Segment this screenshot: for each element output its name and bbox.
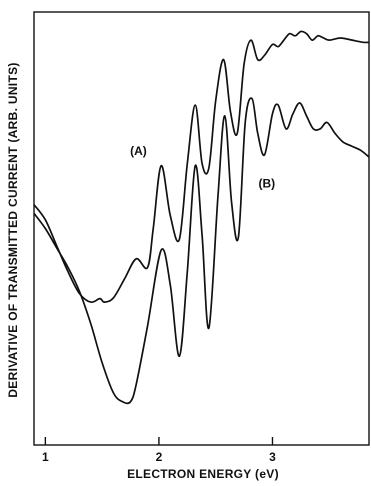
x-tick-label: 3 — [269, 450, 276, 464]
x-axis-tick-labels: 1 2 3 — [42, 450, 276, 464]
series-line-a — [33, 30, 370, 304]
plot-area — [33, 11, 370, 446]
annotations: (A) (B) — [130, 144, 275, 190]
series-lines — [33, 30, 370, 405]
plot-frame — [33, 11, 370, 446]
annotation-a: (A) — [130, 144, 147, 158]
x-tick-label: 1 — [42, 450, 49, 464]
x-tick-label: 2 — [156, 450, 163, 464]
series-line-b — [33, 97, 370, 405]
x-axis-ticks — [44, 437, 274, 445]
y-axis-title: DERIVATIVE OF TRANSMITTED CURRENT (ARB. … — [6, 62, 20, 397]
x-axis-title: ELECTRON ENERGY (eV) — [127, 467, 279, 481]
annotation-b: (B) — [258, 176, 275, 190]
